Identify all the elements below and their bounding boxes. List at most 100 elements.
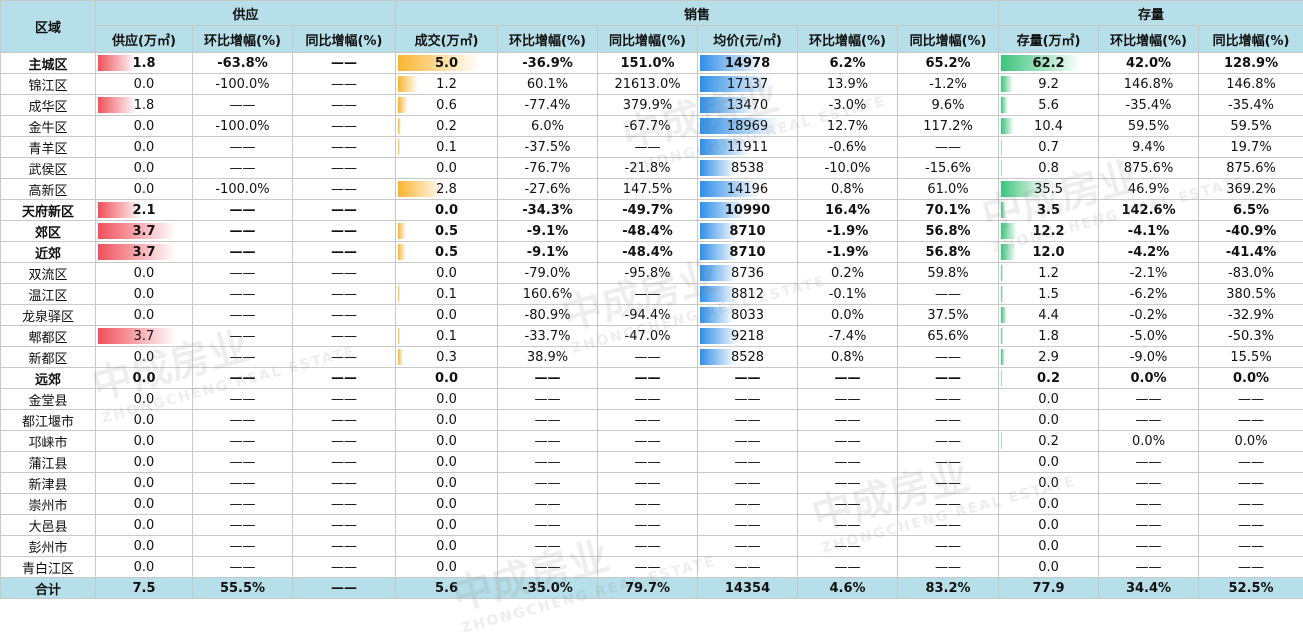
value-cell: —— — [193, 515, 293, 536]
cell-text: —— — [230, 371, 256, 386]
value-cell: 0.0 — [999, 536, 1099, 557]
cell-text: —— — [230, 392, 256, 407]
column-row: 供应(万㎡)环比增幅(%)同比增幅(%)成交(万㎡)环比增幅(%)同比增幅(%)… — [1, 26, 1303, 53]
cell-text: -3.0% — [829, 98, 867, 113]
cell-text: —— — [331, 161, 357, 176]
value-cell: 5.6 — [396, 578, 498, 599]
cell-text: 2.9 — [1038, 350, 1059, 365]
value-cell: 0.0 — [396, 557, 498, 578]
cell-text: 0.0 — [134, 434, 155, 449]
cell-text: 59.5% — [1230, 119, 1271, 134]
cell-text: 8033 — [731, 308, 764, 323]
value-cell: -94.4% — [598, 305, 698, 326]
value-cell: —— — [293, 305, 396, 326]
cell-text: —— — [935, 497, 961, 512]
value-cell: —— — [193, 494, 293, 515]
cell-text: 0.0 — [436, 539, 457, 554]
value-cell: -41.4% — [1199, 242, 1303, 263]
value-cell: -77.4% — [498, 95, 598, 116]
value-cell: —— — [293, 200, 396, 221]
group-header: 存量 — [999, 1, 1303, 26]
cell-text: 6.2% — [829, 56, 865, 71]
cell-text: —— — [835, 413, 861, 428]
cell-text: 16.4% — [825, 203, 870, 218]
cell-text: 成华区 — [28, 100, 67, 115]
cell-text: 61.0% — [927, 182, 968, 197]
cell-text: -10.0% — [825, 161, 871, 176]
cell-text: —— — [230, 518, 256, 533]
value-cell: -100.0% — [193, 74, 293, 95]
region-cell: 锦江区 — [1, 74, 96, 95]
value-cell: —— — [698, 368, 798, 389]
cell-text: 0.0 — [134, 413, 155, 428]
cell-text: -9.0% — [1130, 350, 1168, 365]
value-cell: 3.7 — [96, 326, 193, 347]
value-cell: -0.2% — [1099, 305, 1199, 326]
value-cell: 37.5% — [898, 305, 999, 326]
value-cell: 0.0 — [396, 536, 498, 557]
value-cell: -67.7% — [598, 116, 698, 137]
cell-text: 0.0 — [134, 455, 155, 470]
value-cell: —— — [498, 368, 598, 389]
value-cell: —— — [193, 284, 293, 305]
value-cell: —— — [598, 515, 698, 536]
value-cell: 12.0 — [999, 242, 1099, 263]
value-cell: —— — [1199, 389, 1303, 410]
value-cell: —— — [293, 515, 396, 536]
cell-text: 0.0 — [134, 308, 155, 323]
cell-text: —— — [735, 476, 761, 491]
value-cell: 0.0 — [999, 557, 1099, 578]
value-cell: -3.0% — [798, 95, 898, 116]
value-cell: -1.9% — [798, 221, 898, 242]
value-cell: —— — [1099, 494, 1199, 515]
cell-text: —— — [230, 434, 256, 449]
cell-text: -49.7% — [622, 203, 673, 218]
column-header: 环比增幅(%) — [193, 26, 293, 53]
cell-text: 0.0 — [436, 308, 457, 323]
cell-text: —— — [835, 560, 861, 575]
data-bar — [1001, 349, 1005, 365]
cell-text: -48.4% — [622, 224, 673, 239]
cell-text: 0.0 — [134, 119, 155, 134]
value-cell: —— — [798, 368, 898, 389]
value-cell: 12.7% — [798, 116, 898, 137]
value-cell: —— — [1099, 452, 1199, 473]
value-cell: —— — [193, 368, 293, 389]
cell-text: 1.2 — [1038, 266, 1059, 281]
cell-text: 13.9% — [827, 77, 868, 92]
value-cell: 8528 — [698, 347, 798, 368]
cell-text: —— — [835, 455, 861, 470]
cell-text: -48.4% — [622, 245, 673, 260]
cell-text: 10.4 — [1034, 119, 1063, 134]
cell-text: 大邑县 — [28, 520, 67, 535]
cell-text: 8736 — [731, 266, 764, 281]
cell-text: —— — [331, 413, 357, 428]
value-cell: —— — [498, 431, 598, 452]
data-bar — [1001, 97, 1008, 113]
cell-text: 龙泉驿区 — [22, 310, 74, 325]
cell-text: -50.3% — [1228, 329, 1274, 344]
cell-text: 1.8 — [132, 56, 155, 71]
region-header: 区域 — [1, 1, 96, 53]
value-cell: 0.0 — [999, 515, 1099, 536]
column-header: 同比增幅(%) — [1199, 26, 1303, 53]
value-cell: 0.0 — [396, 473, 498, 494]
cell-text: 9.2 — [1038, 77, 1059, 92]
cell-text: 117.2% — [923, 119, 973, 134]
cell-text: —— — [331, 497, 357, 512]
value-cell: —— — [193, 431, 293, 452]
value-cell: 0.0 — [396, 305, 498, 326]
value-cell: 59.5% — [1199, 116, 1303, 137]
data-bar — [1001, 76, 1013, 92]
cell-text: —— — [535, 434, 561, 449]
cell-text: 12.7% — [827, 119, 868, 134]
value-cell: 8710 — [698, 242, 798, 263]
value-cell: 0.1 — [396, 137, 498, 158]
value-cell: -83.0% — [1199, 263, 1303, 284]
region-cell: 主城区 — [1, 53, 96, 74]
value-cell: -47.0% — [598, 326, 698, 347]
